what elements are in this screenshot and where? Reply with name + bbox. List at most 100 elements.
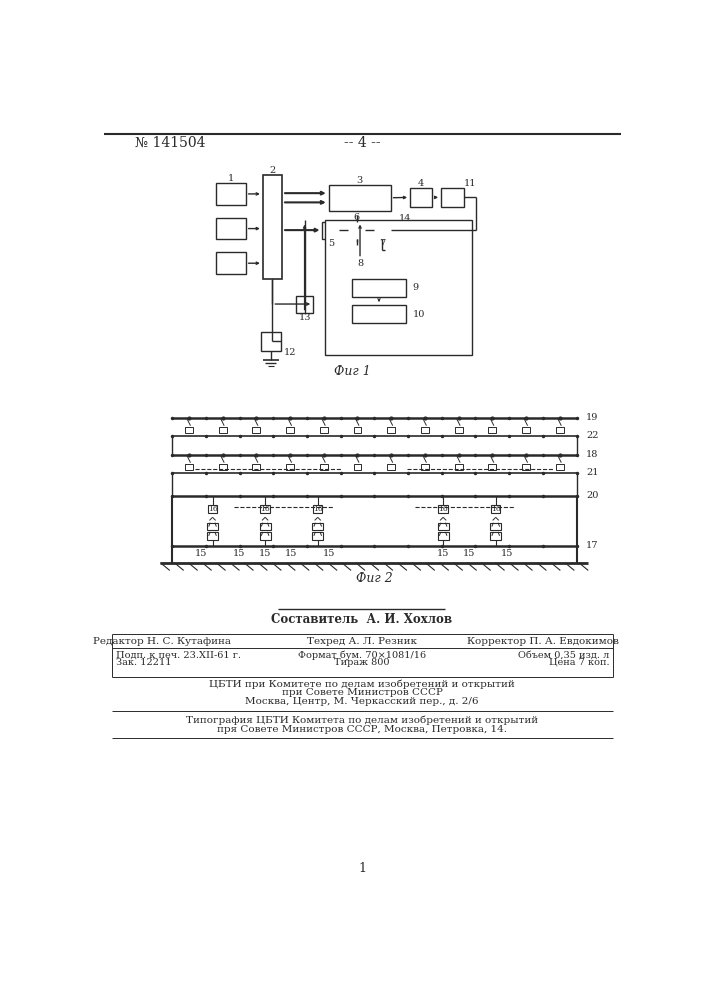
Bar <box>438 505 448 513</box>
Text: 4: 4 <box>418 179 424 188</box>
Text: 15: 15 <box>233 549 245 558</box>
Bar <box>313 505 322 513</box>
Bar <box>207 532 218 540</box>
Bar <box>522 427 530 433</box>
Bar <box>216 218 246 239</box>
Text: 6: 6 <box>354 213 360 222</box>
Text: 15: 15 <box>437 549 450 558</box>
Bar <box>312 532 323 540</box>
Text: 16: 16 <box>438 505 448 513</box>
Bar <box>218 464 226 470</box>
Text: 13: 13 <box>298 313 311 322</box>
Text: Формат бум. 70×1081/16: Формат бум. 70×1081/16 <box>298 650 426 660</box>
Bar <box>556 427 563 433</box>
Bar <box>185 464 193 470</box>
Bar <box>490 523 501 530</box>
Text: Тираж 800: Тираж 800 <box>334 658 390 667</box>
Text: Составитель  А. И. Хохлов: Составитель А. И. Хохлов <box>271 613 452 626</box>
Text: 15: 15 <box>259 549 271 558</box>
Text: 21: 21 <box>586 468 598 477</box>
Bar <box>556 464 563 470</box>
Bar <box>259 532 271 540</box>
Text: Объем 0,35 изд. л: Объем 0,35 изд. л <box>518 651 609 660</box>
Bar <box>491 505 501 513</box>
Text: при Совете Министров СССР: при Совете Министров СССР <box>281 688 443 697</box>
Bar <box>261 332 281 351</box>
Text: 16: 16 <box>208 505 218 513</box>
Text: № 141504: № 141504 <box>135 136 205 150</box>
Bar <box>489 427 496 433</box>
Bar <box>185 427 193 433</box>
Bar <box>352 305 406 323</box>
Bar <box>218 427 226 433</box>
Text: -- 4 --: -- 4 -- <box>344 136 380 150</box>
Bar <box>489 464 496 470</box>
Text: Корректор П. А. Евдокимов: Корректор П. А. Евдокимов <box>467 637 619 646</box>
Text: ЦБТИ при Комитете по делам изобретений и открытий: ЦБТИ при Комитете по делам изобретений и… <box>209 680 515 689</box>
Text: 5: 5 <box>328 239 334 248</box>
Bar <box>455 427 462 433</box>
Bar <box>207 523 218 530</box>
Text: Редактор Н. С. Кутафина: Редактор Н. С. Кутафина <box>93 637 231 646</box>
Text: 15: 15 <box>463 549 476 558</box>
Text: 15: 15 <box>323 549 336 558</box>
Text: 15: 15 <box>285 549 298 558</box>
Bar <box>286 427 294 433</box>
Bar <box>354 427 361 433</box>
Bar <box>354 464 361 470</box>
Text: 10: 10 <box>412 310 425 319</box>
Text: 17: 17 <box>586 541 598 550</box>
Bar <box>441 188 464 207</box>
Bar <box>387 464 395 470</box>
Text: 8: 8 <box>357 259 363 268</box>
Text: Зак. 12211: Зак. 12211 <box>115 658 171 667</box>
Bar <box>260 505 270 513</box>
Text: 11: 11 <box>464 179 477 188</box>
Bar <box>312 523 323 530</box>
Bar <box>263 175 282 279</box>
Bar <box>216 252 246 274</box>
Text: 20: 20 <box>586 491 598 500</box>
Bar <box>320 427 327 433</box>
Text: 2: 2 <box>269 166 276 175</box>
Text: 7: 7 <box>379 239 385 248</box>
Bar <box>325 220 472 355</box>
Text: 3: 3 <box>356 176 363 185</box>
Bar <box>455 464 462 470</box>
Bar <box>329 185 391 211</box>
Text: Москва, Центр, М. Черкасский пер., д. 2/6: Москва, Центр, М. Черкасский пер., д. 2/… <box>245 697 479 706</box>
Text: 18: 18 <box>586 450 598 459</box>
Text: Техред А. Л. Резник: Техред А. Л. Резник <box>307 637 417 646</box>
Bar <box>490 532 501 540</box>
Text: 9: 9 <box>412 283 419 292</box>
Bar <box>352 279 406 297</box>
Bar <box>410 188 432 207</box>
Bar <box>252 427 260 433</box>
Bar <box>322 222 339 239</box>
Bar <box>421 427 428 433</box>
Bar <box>373 222 391 239</box>
Bar <box>252 464 260 470</box>
Text: Фиг 1: Фиг 1 <box>334 365 370 378</box>
Bar <box>438 532 448 540</box>
Bar <box>522 464 530 470</box>
Bar <box>387 427 395 433</box>
Bar <box>208 505 217 513</box>
Bar <box>216 183 246 205</box>
Text: 16: 16 <box>260 505 270 513</box>
Text: Типография ЦБТИ Комитета по делам изобретений и открытий: Типография ЦБТИ Комитета по делам изобре… <box>186 716 538 725</box>
Text: Подп. к печ. 23.XII-61 г.: Подп. к печ. 23.XII-61 г. <box>115 651 240 660</box>
Text: Цена 7 коп.: Цена 7 коп. <box>549 658 609 667</box>
Bar <box>438 523 448 530</box>
Text: 12: 12 <box>284 348 296 357</box>
Text: 14: 14 <box>398 214 411 223</box>
Text: 15: 15 <box>501 549 513 558</box>
Text: 16: 16 <box>491 505 501 513</box>
Text: 15: 15 <box>194 549 207 558</box>
Text: 1: 1 <box>358 862 366 875</box>
Bar <box>286 464 294 470</box>
Bar <box>320 464 327 470</box>
Text: Фиг 2: Фиг 2 <box>356 572 392 585</box>
Bar <box>335 242 385 259</box>
Text: пря Совете Министров СССР, Москва, Петровка, 14.: пря Совете Министров СССР, Москва, Петро… <box>217 725 507 734</box>
